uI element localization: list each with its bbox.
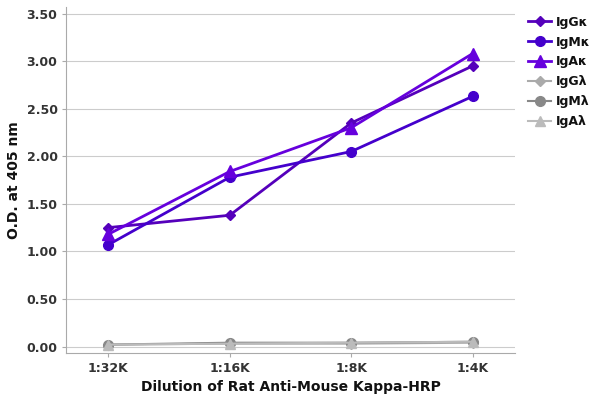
IgGλ: [347, 341, 355, 346]
Y-axis label: O.D. at 405 nm: O.D. at 405 nm: [7, 121, 21, 239]
IgMλ: [105, 342, 112, 347]
IgAλ: [347, 340, 355, 345]
Line: IgGκ: IgGκ: [105, 63, 476, 231]
Legend: IgGκ, IgMκ, IgAκ, IgGλ, IgMλ, IgAλ: IgGκ, IgMκ, IgAκ, IgGλ, IgMλ, IgAλ: [526, 13, 593, 131]
IgMλ: [347, 340, 355, 345]
IgGκ: [105, 225, 112, 230]
Line: IgMλ: IgMλ: [103, 337, 478, 349]
IgAκ: [105, 232, 112, 237]
Line: IgAκ: IgAκ: [103, 48, 478, 240]
X-axis label: Dilution of Rat Anti-Mouse Kappa-HRP: Dilution of Rat Anti-Mouse Kappa-HRP: [140, 380, 440, 394]
IgAκ: [469, 51, 476, 56]
IgAκ: [347, 126, 355, 130]
IgMλ: [469, 339, 476, 344]
IgMκ: [469, 94, 476, 99]
IgMκ: [226, 175, 233, 180]
Line: IgMκ: IgMκ: [103, 91, 478, 249]
IgGλ: [469, 340, 476, 345]
IgAλ: [226, 341, 233, 346]
IgGκ: [469, 63, 476, 68]
IgAκ: [226, 169, 233, 174]
IgAλ: [469, 339, 476, 344]
IgMκ: [347, 149, 355, 154]
IgGλ: [105, 342, 112, 347]
Line: IgGλ: IgGλ: [105, 339, 476, 348]
Line: IgAλ: IgAλ: [103, 337, 478, 349]
IgGκ: [226, 213, 233, 218]
IgMκ: [105, 242, 112, 247]
IgGκ: [347, 121, 355, 126]
IgMλ: [226, 340, 233, 345]
IgGλ: [226, 341, 233, 346]
IgAλ: [105, 342, 112, 347]
